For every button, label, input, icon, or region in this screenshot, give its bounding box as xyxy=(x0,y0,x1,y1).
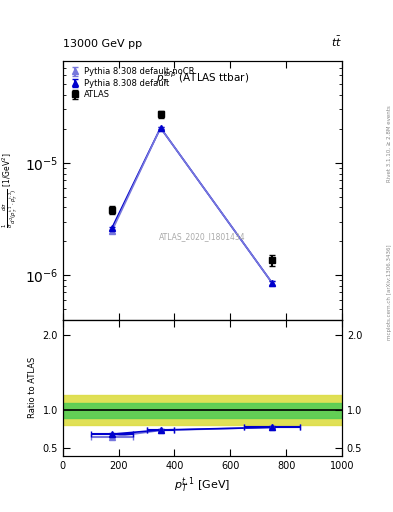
Y-axis label: Ratio to ATLAS: Ratio to ATLAS xyxy=(28,357,37,418)
Legend: Pythia 8.308 default-noCR, Pythia 8.308 default, ATLAS: Pythia 8.308 default-noCR, Pythia 8.308 … xyxy=(67,66,196,101)
X-axis label: $p_T^{t,1}$ [GeV]: $p_T^{t,1}$ [GeV] xyxy=(174,476,231,496)
Text: ATLAS_2020_I1801434: ATLAS_2020_I1801434 xyxy=(159,232,246,242)
Text: Rivet 3.1.10, ≥ 2.8M events: Rivet 3.1.10, ≥ 2.8M events xyxy=(387,105,391,182)
Bar xyxy=(63,403,342,418)
Text: $p_T^{top}$ (ATLAS ttbar): $p_T^{top}$ (ATLAS ttbar) xyxy=(156,69,249,87)
Text: t$\bar{t}$: t$\bar{t}$ xyxy=(331,34,342,49)
Y-axis label: $\frac{1}{\sigma}\frac{d\sigma}{d^2(p_T^{t,1}\cdot p_T^{t,2})}$ [1/GeV$^2$]: $\frac{1}{\sigma}\frac{d\sigma}{d^2(p_T^… xyxy=(1,153,20,228)
Text: 13000 GeV pp: 13000 GeV pp xyxy=(63,38,142,49)
Text: mcplots.cern.ch [arXiv:1306.3436]: mcplots.cern.ch [arXiv:1306.3436] xyxy=(387,244,391,339)
Bar xyxy=(63,395,342,425)
